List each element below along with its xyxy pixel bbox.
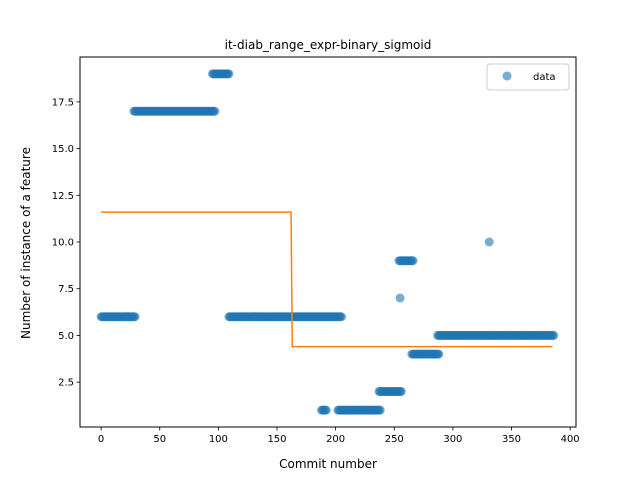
data-point <box>210 106 220 116</box>
x-tick-label: 300 <box>443 434 462 445</box>
plot-area <box>96 69 559 415</box>
y-tick-label: 17.5 <box>52 97 74 108</box>
y-tick-label: 12.5 <box>52 191 74 202</box>
legend-marker-data <box>502 71 512 81</box>
fit-line <box>101 211 553 348</box>
data-point <box>434 349 444 359</box>
x-tick-label: 50 <box>153 434 166 445</box>
data-point <box>321 405 331 415</box>
data-point <box>395 293 405 303</box>
data-point <box>396 386 406 396</box>
legend-label-data: data <box>533 72 556 83</box>
data-point <box>484 237 494 247</box>
y-tick-label: 7.5 <box>58 284 74 295</box>
y-tick-label: 5.0 <box>58 331 74 342</box>
plot-frame <box>79 56 577 428</box>
x-tick-label: 150 <box>267 434 286 445</box>
y-tick-label: 15.0 <box>52 144 74 155</box>
data-point <box>549 330 559 340</box>
chart-title: it-diab_range_expr-binary_sigmoid <box>225 38 432 52</box>
y-axis-label: Number of instance of a feature <box>19 147 33 339</box>
data-point <box>224 69 234 79</box>
x-axis: 0 50 100 150 200 250 300 350 400 <box>98 427 580 445</box>
x-tick-label: 100 <box>209 434 228 445</box>
y-tick-label: 10.0 <box>52 238 74 249</box>
legend-box <box>486 63 570 91</box>
x-tick-label: 0 <box>98 434 104 445</box>
y-tick-label: 2.5 <box>58 378 74 389</box>
data-point <box>336 312 346 322</box>
data-point <box>130 312 140 322</box>
y-axis: 2.5 5.0 7.5 10.0 12.5 15.0 17.5 <box>52 97 80 389</box>
data-point <box>408 256 418 266</box>
legend: data <box>486 63 570 91</box>
x-axis-label: Commit number <box>279 457 377 471</box>
x-tick-label: 400 <box>561 434 580 445</box>
x-tick-label: 250 <box>385 434 404 445</box>
x-tick-label: 200 <box>326 434 345 445</box>
data-point <box>375 405 385 415</box>
x-tick-label: 350 <box>502 434 521 445</box>
